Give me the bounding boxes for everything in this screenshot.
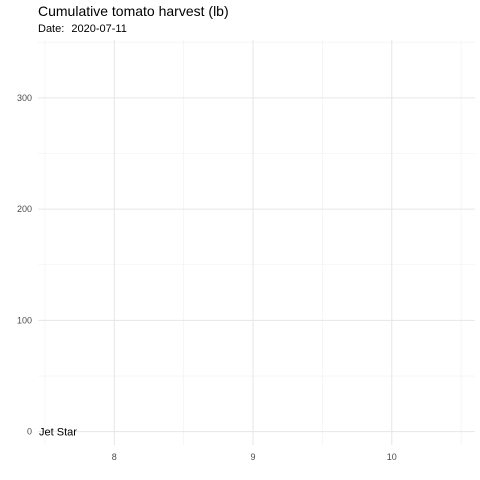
x-tick-label: 8 (112, 452, 117, 462)
x-tick-label: 9 (251, 452, 256, 462)
y-tick-label: 100 (17, 315, 32, 325)
subtitle-date: 2020-07-11 (71, 23, 126, 35)
chart-title: Cumulative tomato harvest (lb) (38, 3, 229, 19)
x-tick-label: 10 (387, 452, 397, 462)
y-tick-label: 0 (27, 427, 32, 437)
x-axis-ticks: 8 9 10 (112, 452, 397, 462)
chart-subtitle: Date: 2020-07-11 (38, 23, 127, 35)
major-grid (38, 40, 475, 445)
subtitle-label: Date: (38, 23, 64, 35)
data-marks: Jet Star (39, 427, 77, 439)
minor-grid (38, 40, 475, 445)
series-label: Jet Star (39, 427, 77, 439)
y-axis-ticks: 0 100 200 300 (17, 93, 32, 437)
y-tick-label: 300 (17, 93, 32, 103)
y-tick-label: 200 (17, 204, 32, 214)
